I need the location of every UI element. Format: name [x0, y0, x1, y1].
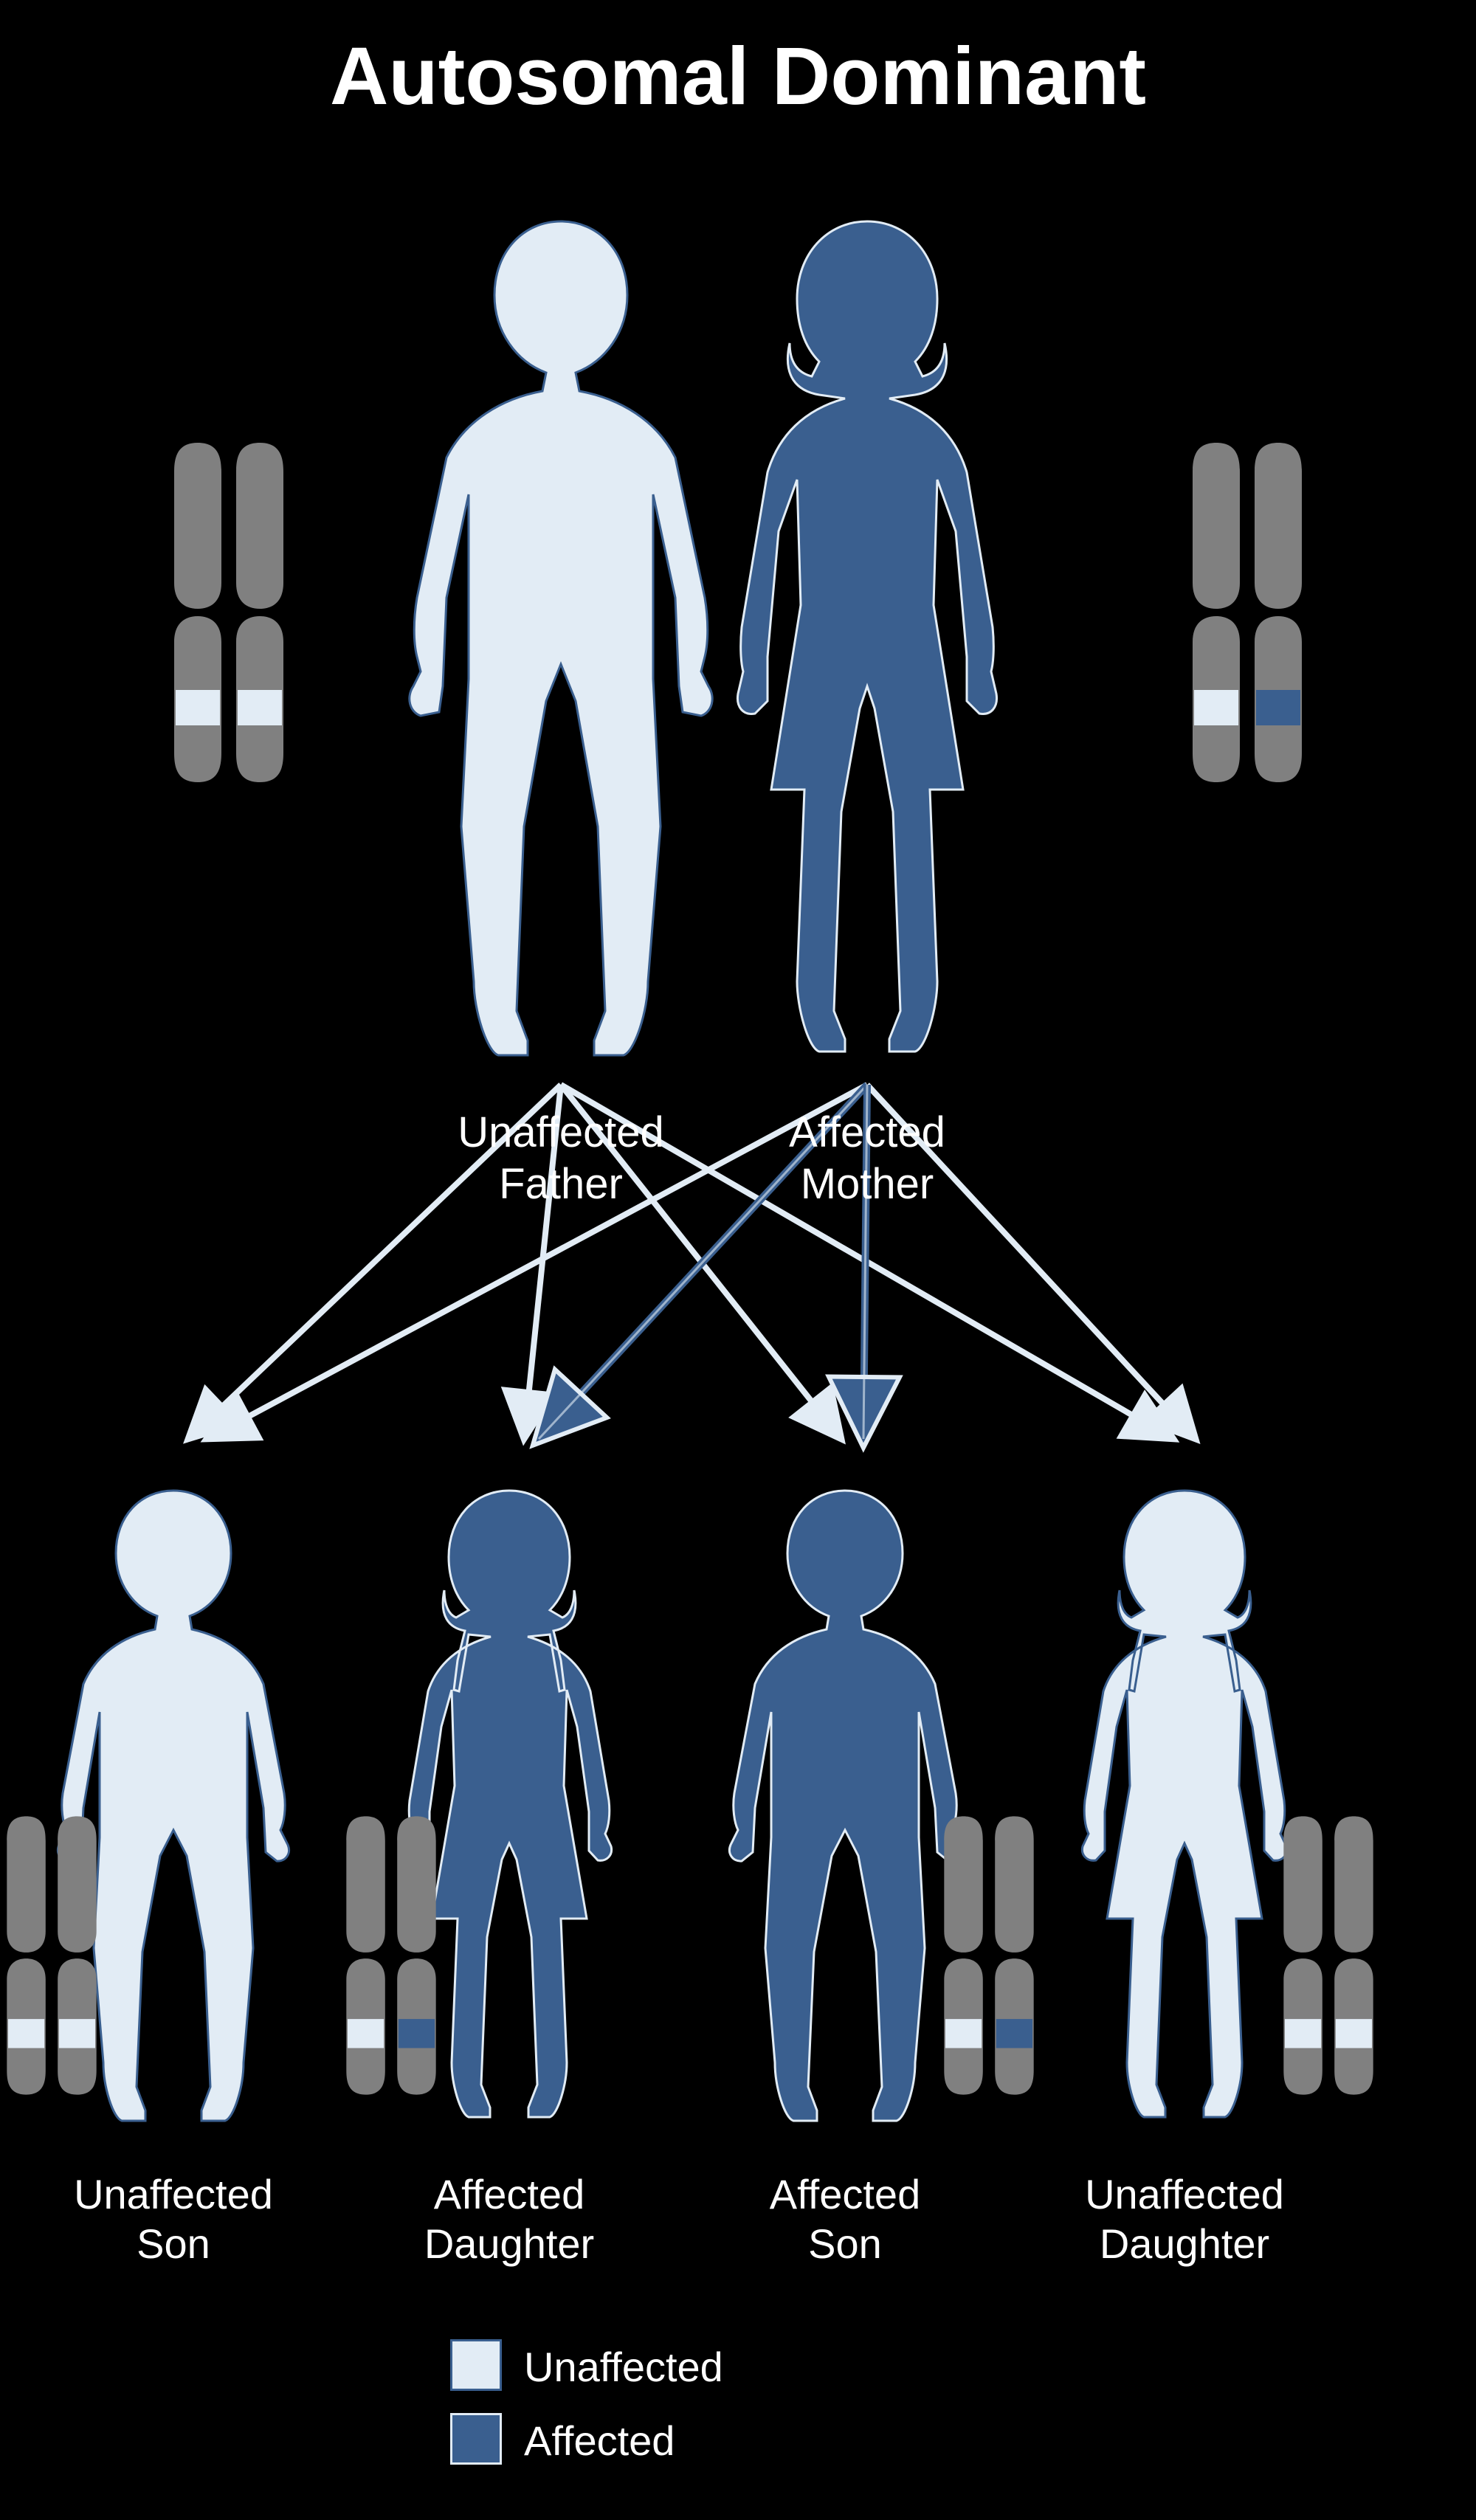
father-chromosomes: [174, 443, 283, 782]
child-2-figure: [407, 1491, 611, 2117]
child-4-label: Unaffected Daughter: [1037, 2169, 1332, 2268]
child-2-chromosomes: [346, 1816, 435, 2094]
mother-label: Affected Mother: [720, 1107, 1015, 1209]
legend-label-affected: Affected: [524, 2417, 675, 2465]
child-1-label: Unaffected Son: [26, 2169, 321, 2268]
child-2-label: Affected Daughter: [362, 2169, 657, 2268]
legend-swatch-unaffected: [450, 2339, 502, 2391]
inheritance-diagram: [0, 0, 1476, 2520]
child-3-label: Affected Son: [697, 2169, 993, 2268]
child-3-chromosomes: [944, 1816, 1033, 2094]
child-4-chromosomes: [1283, 1816, 1373, 2094]
legend-swatch-affected: [450, 2413, 502, 2465]
mother-chromosomes: [1193, 443, 1302, 782]
child-4-figure: [1082, 1491, 1286, 2117]
father-figure: [410, 221, 712, 1055]
child-1-chromosomes: [7, 1816, 96, 2094]
legend-label-unaffected: Unaffected: [524, 2343, 723, 2391]
mother-figure: [737, 221, 996, 1052]
child-3-figure: [729, 1491, 960, 2121]
father-label: Unaffected Father: [413, 1107, 708, 1209]
